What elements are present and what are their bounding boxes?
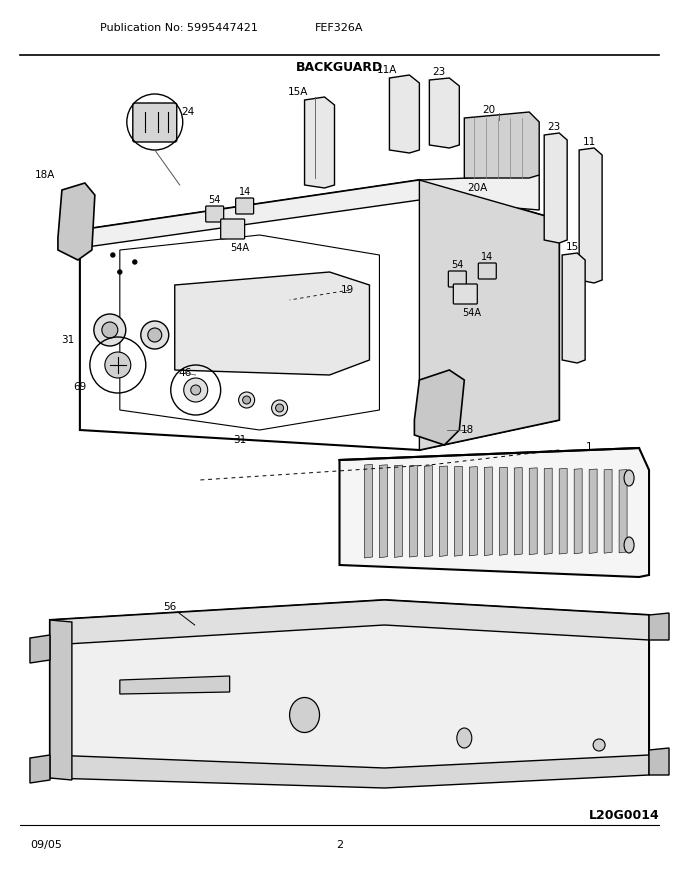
Polygon shape (484, 467, 492, 555)
Polygon shape (30, 635, 50, 663)
Text: 18A: 18A (35, 170, 55, 180)
Circle shape (105, 352, 131, 378)
Text: 1: 1 (585, 442, 592, 452)
Polygon shape (562, 253, 585, 363)
Polygon shape (414, 370, 464, 445)
FancyBboxPatch shape (448, 271, 466, 287)
Circle shape (141, 321, 169, 349)
Polygon shape (409, 466, 418, 557)
Polygon shape (589, 469, 597, 554)
Polygon shape (175, 272, 369, 375)
Polygon shape (469, 466, 477, 556)
Polygon shape (604, 469, 612, 554)
Text: 24: 24 (181, 107, 194, 117)
Text: 54: 54 (451, 260, 464, 270)
Text: 54: 54 (209, 195, 221, 205)
Circle shape (184, 378, 207, 402)
Text: 14: 14 (239, 187, 251, 197)
Text: 23: 23 (432, 67, 446, 77)
Polygon shape (544, 133, 567, 243)
FancyBboxPatch shape (221, 219, 245, 239)
Polygon shape (559, 468, 567, 554)
Text: 15A: 15A (288, 87, 308, 97)
Polygon shape (339, 448, 649, 577)
FancyBboxPatch shape (205, 206, 224, 222)
Ellipse shape (624, 470, 634, 486)
Polygon shape (50, 600, 649, 645)
Polygon shape (390, 75, 420, 153)
Text: 14: 14 (481, 252, 494, 262)
Polygon shape (544, 468, 552, 554)
Text: 11A: 11A (377, 65, 398, 75)
Polygon shape (529, 468, 537, 554)
Polygon shape (305, 97, 335, 188)
Polygon shape (499, 467, 507, 555)
Text: Publication No: 5995447421: Publication No: 5995447421 (100, 23, 258, 33)
Polygon shape (649, 613, 669, 640)
Circle shape (102, 322, 118, 338)
Text: 54A: 54A (462, 308, 481, 318)
Text: 18: 18 (460, 425, 474, 435)
Polygon shape (364, 465, 373, 558)
FancyBboxPatch shape (133, 103, 177, 142)
Polygon shape (30, 755, 50, 783)
Ellipse shape (457, 728, 472, 748)
Text: 31: 31 (233, 435, 246, 445)
Text: 31: 31 (61, 335, 75, 345)
Text: 20: 20 (483, 105, 496, 115)
FancyBboxPatch shape (236, 198, 254, 214)
Polygon shape (50, 755, 649, 788)
Polygon shape (439, 466, 447, 556)
Polygon shape (379, 465, 388, 558)
Text: 2: 2 (336, 840, 343, 850)
Circle shape (148, 328, 162, 342)
Circle shape (133, 260, 137, 264)
Polygon shape (424, 466, 432, 557)
Text: L20G0014: L20G0014 (589, 809, 660, 822)
Polygon shape (58, 183, 95, 260)
Polygon shape (579, 148, 602, 283)
Polygon shape (649, 748, 669, 775)
Polygon shape (80, 175, 539, 248)
Polygon shape (464, 112, 539, 178)
Polygon shape (619, 470, 627, 553)
Polygon shape (574, 469, 582, 554)
Text: 69: 69 (73, 382, 86, 392)
Polygon shape (120, 676, 230, 694)
Circle shape (111, 253, 115, 257)
FancyBboxPatch shape (454, 284, 477, 304)
FancyBboxPatch shape (478, 263, 496, 279)
Text: 46: 46 (178, 368, 191, 378)
Text: 20A: 20A (467, 183, 488, 193)
Text: 15: 15 (566, 242, 579, 252)
Ellipse shape (624, 537, 634, 553)
Circle shape (118, 270, 122, 274)
Text: 23: 23 (547, 122, 561, 132)
Polygon shape (50, 620, 72, 780)
Circle shape (243, 396, 251, 404)
Polygon shape (514, 467, 522, 555)
Polygon shape (420, 180, 559, 450)
Text: 56: 56 (163, 602, 176, 612)
Text: 09/05: 09/05 (30, 840, 62, 850)
Polygon shape (394, 466, 403, 557)
Circle shape (239, 392, 254, 408)
Circle shape (190, 385, 201, 395)
Circle shape (275, 404, 284, 412)
Circle shape (593, 739, 605, 751)
Polygon shape (429, 78, 459, 148)
Circle shape (271, 400, 288, 416)
Polygon shape (454, 466, 462, 556)
Text: 11: 11 (583, 137, 596, 147)
Ellipse shape (290, 698, 320, 732)
Text: 54A: 54A (230, 243, 249, 253)
Circle shape (94, 314, 126, 346)
Text: BACKGUARD: BACKGUARD (296, 61, 383, 74)
Text: FEF326A: FEF326A (316, 23, 364, 33)
Text: 19: 19 (341, 285, 354, 295)
Polygon shape (50, 600, 649, 785)
